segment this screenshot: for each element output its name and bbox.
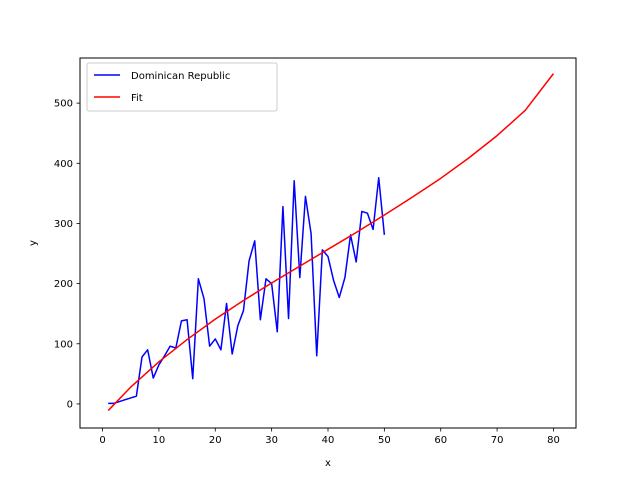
legend-label-1: Fit [131, 93, 143, 104]
legend: Dominican Republic Fit [86, 62, 278, 112]
y-tick-label: 300 [54, 219, 73, 230]
x-tick-label: 20 [209, 435, 222, 446]
y-tick-label: 100 [54, 339, 73, 350]
x-tick-label: 30 [265, 435, 278, 446]
x-axis-label: x [325, 458, 331, 469]
y-tick-label: 200 [54, 279, 73, 290]
x-tick-label: 50 [378, 435, 391, 446]
legend-label-0: Dominican Republic [131, 71, 230, 82]
axis-ticks: 0 10 20 30 40 50 60 70 80 0 100 200 300 400 500 [54, 99, 560, 446]
x-tick-label: 60 [434, 435, 447, 446]
legend-box [86, 62, 278, 112]
x-tick-label: 10 [153, 435, 166, 446]
x-tick-label: 70 [491, 435, 504, 446]
y-tick-label: 500 [54, 99, 73, 110]
x-tick-label: 80 [547, 435, 560, 446]
plot-area [107, 73, 555, 412]
y-axis-label: y [28, 240, 39, 246]
y-tick-label: 400 [54, 159, 73, 170]
series-line-1 [107, 73, 555, 412]
series-line-0 [108, 176, 386, 405]
x-tick-label: 40 [322, 435, 335, 446]
y-tick-label: 0 [67, 399, 73, 410]
x-tick-label: 0 [99, 435, 105, 446]
